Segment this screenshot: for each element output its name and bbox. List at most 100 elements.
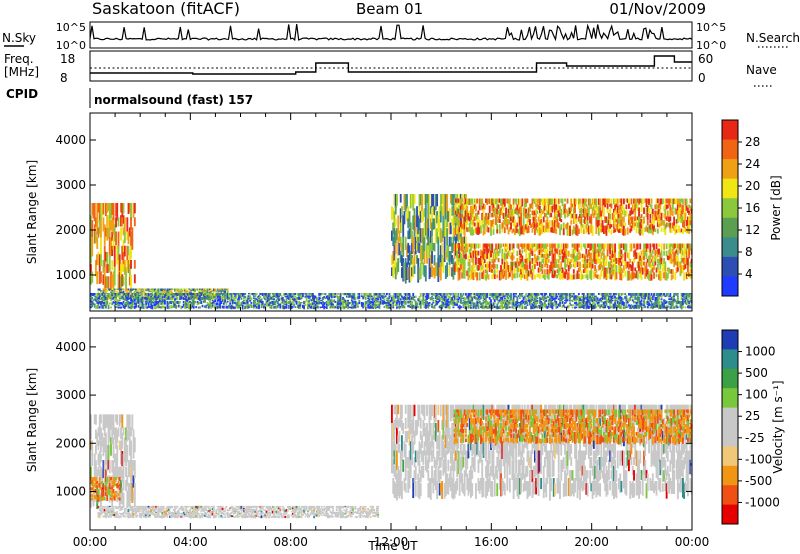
echo-cell (118, 299, 121, 302)
echo-cell (513, 229, 516, 236)
echo-cell (319, 306, 322, 309)
echo-cell (179, 296, 181, 299)
echo-cell (562, 297, 565, 299)
echo-cell (130, 306, 132, 310)
echo-cell (679, 203, 682, 208)
echo-cell (194, 288, 196, 292)
echo-cell (443, 306, 446, 308)
echo-cell (419, 304, 422, 309)
echo-cell (172, 296, 175, 298)
echo-cell (487, 302, 490, 305)
echo-cell (293, 295, 296, 299)
echo-cell (418, 230, 421, 243)
echo-cell (140, 505, 143, 508)
echo-cell (140, 513, 143, 516)
echo-cell (383, 298, 386, 302)
echo-cell (423, 236, 426, 254)
echo-cell (107, 293, 110, 298)
echo-cell (565, 293, 568, 298)
echo-cell (680, 304, 683, 310)
echo-cell (638, 252, 640, 262)
echo-cell (491, 258, 494, 264)
y-tick-label: 3000 (55, 178, 86, 192)
echo-cell (276, 293, 279, 298)
echo-cell (414, 295, 417, 298)
echo-cell (155, 513, 158, 516)
echo-cell (574, 205, 576, 214)
echo-cell (186, 302, 189, 305)
echo-cell (121, 293, 124, 295)
echo-cell (482, 297, 485, 300)
echo-cell (510, 296, 512, 301)
echo-cell (291, 295, 294, 298)
echo-cell (135, 298, 138, 300)
echo-cell (210, 302, 213, 305)
echo-cell (111, 302, 114, 306)
echo-cell (127, 514, 130, 519)
echo-cell (503, 198, 506, 207)
echo-cell (187, 288, 190, 290)
echo-cell (421, 194, 423, 214)
echo-cell (523, 248, 526, 252)
echo-cell (517, 229, 520, 235)
echo-cell (609, 249, 612, 255)
echo-cell (581, 274, 584, 280)
echo-cell (646, 295, 649, 299)
echo-cell (108, 220, 111, 238)
echo-cell (112, 495, 115, 500)
echo-cell (631, 299, 634, 302)
echo-cell (461, 243, 464, 252)
echo-cell (386, 304, 388, 307)
echo-cell (678, 207, 681, 215)
echo-cell (495, 295, 497, 299)
echo-cell (338, 296, 341, 300)
echo-cell (451, 194, 454, 206)
echo-cell (575, 229, 578, 236)
echo-cell (531, 265, 534, 272)
echo-cell (453, 299, 456, 302)
echo-cell (141, 505, 144, 508)
echo-cell (97, 302, 100, 305)
echo-cell (453, 297, 456, 300)
echo-cell (650, 296, 653, 300)
echo-cell (623, 216, 625, 223)
echo-cell (132, 288, 135, 290)
echo-cell (211, 293, 214, 296)
echo-cell (159, 515, 161, 519)
echo-cell (471, 300, 474, 305)
echo-cell (260, 300, 263, 304)
echo-cell (424, 300, 427, 304)
echo-cell (151, 304, 154, 310)
echo-cell (150, 293, 153, 295)
echo-cell (597, 212, 600, 221)
echo-cell (565, 224, 568, 230)
echo-cell (684, 198, 687, 206)
echo-cell (107, 264, 110, 273)
echo-cell (397, 298, 400, 301)
echo-cell (587, 293, 590, 296)
echo-cell (608, 198, 610, 203)
echo-cell (517, 304, 520, 307)
echo-cell (565, 243, 568, 249)
echo-cell (436, 228, 439, 244)
echo-cell (668, 255, 671, 261)
echo-cell (105, 300, 107, 306)
echo-cell (286, 302, 289, 304)
echo-cell (535, 305, 538, 308)
power-y-axis-label: Slant Range [km] (25, 160, 39, 264)
echo-cell (550, 205, 553, 212)
echo-cell (572, 293, 575, 295)
echo-cell (416, 255, 418, 264)
echo-cell (270, 300, 273, 304)
echo-cell (229, 305, 232, 309)
echo-cell (645, 207, 648, 218)
echo-cell (432, 218, 435, 230)
echo-cell (221, 294, 224, 297)
echo-cell (674, 207, 677, 215)
echo-cell (115, 483, 117, 487)
echo-cell (128, 302, 131, 305)
echo-cell (671, 210, 674, 216)
echo-cell (500, 272, 502, 280)
echo-cell (515, 295, 518, 298)
echo-cell (492, 198, 495, 204)
